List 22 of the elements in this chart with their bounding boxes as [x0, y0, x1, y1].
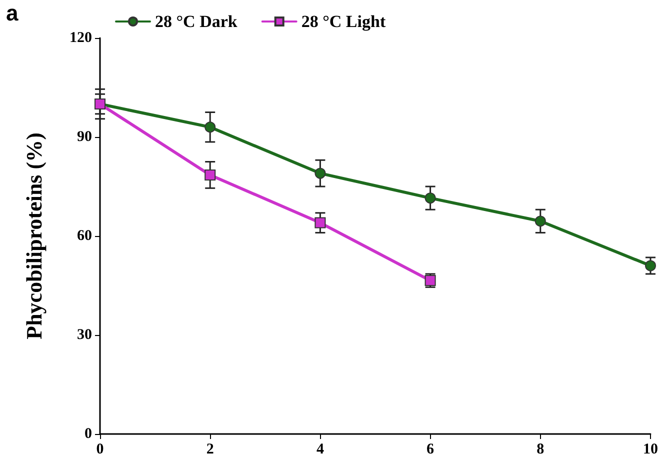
text: a — [6, 0, 19, 26]
y-axis-title: Phycobiliproteins (%) — [22, 132, 46, 340]
x-tick-label: 10 — [643, 442, 658, 458]
point — [424, 192, 436, 204]
x-tick-label: 6 — [426, 442, 435, 458]
y-tick-label: 60 — [77, 228, 92, 244]
point — [645, 260, 656, 272]
point — [534, 216, 546, 227]
x-tick-label: 0 — [96, 442, 104, 458]
legend-label: 28 °C Light — [301, 12, 386, 31]
x-tick-label: 2 — [206, 442, 214, 458]
y-tick-label: 90 — [77, 129, 92, 145]
x-tick-label: 8 — [536, 442, 544, 458]
y-tick-label: 0 — [84, 426, 92, 442]
y-tick-label: 30 — [77, 327, 92, 343]
point — [314, 168, 326, 179]
point — [204, 169, 216, 180]
y-tick-label: 120 — [70, 30, 92, 46]
legend-label: 28 °C Dark — [155, 12, 238, 31]
point — [204, 122, 216, 133]
x-tick-label: 4 — [316, 442, 324, 458]
point — [314, 217, 326, 228]
